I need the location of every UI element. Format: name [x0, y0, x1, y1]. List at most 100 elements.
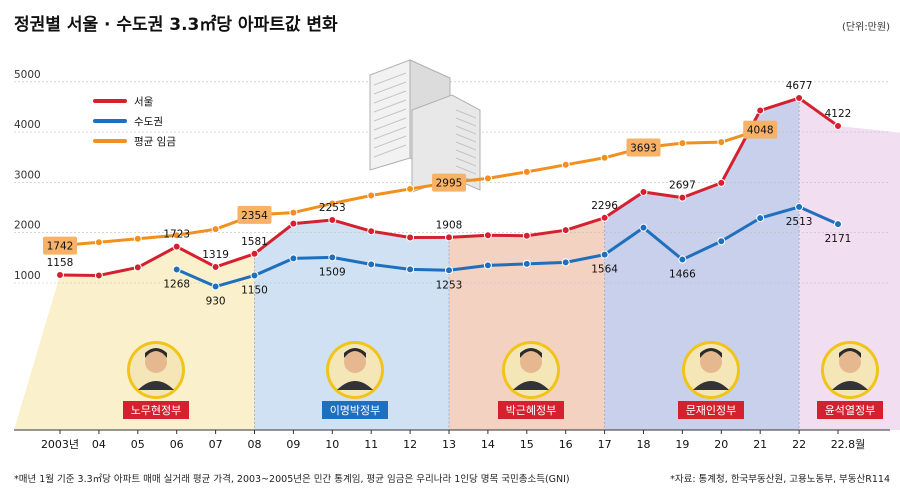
building-window-row [373, 72, 407, 86]
x-tick-label: 22 [792, 438, 806, 451]
series-point [406, 265, 415, 274]
series-point [367, 260, 376, 269]
series-point [406, 184, 415, 193]
era-band-1 [14, 246, 255, 430]
building-window-row [455, 165, 477, 175]
series-point [678, 139, 687, 148]
series-point [717, 178, 726, 187]
series-point [133, 234, 142, 243]
portrait-face [520, 351, 542, 373]
series-point [639, 187, 648, 196]
series-point [367, 191, 376, 200]
data-label: 1564 [591, 264, 618, 276]
series-point [211, 262, 220, 271]
series-point [172, 265, 181, 274]
series-point [445, 233, 453, 242]
series-point [328, 199, 337, 208]
series-point [717, 138, 726, 147]
data-labels: 1158 1723 1319 1581 2253 1908 2296 2697 4677 4122… [47, 80, 852, 307]
series-point [600, 213, 609, 222]
era-band-4 [604, 98, 800, 430]
era-badge [322, 401, 388, 419]
series-point [678, 193, 687, 202]
x-tick-label: 20 [714, 438, 728, 451]
wage-label-box [743, 120, 778, 139]
portrait-suit [693, 381, 729, 390]
series-point [834, 121, 842, 130]
series-point [406, 233, 415, 242]
building-window-row [373, 90, 407, 104]
portrait-hair [145, 348, 167, 358]
era-badge-label: 윤석열정부 [825, 404, 876, 417]
building-window-row [373, 81, 407, 95]
x-tick-label: 09 [286, 438, 300, 451]
wage-label-box [626, 138, 661, 157]
series-point [522, 259, 531, 268]
data-label: 4048 [747, 125, 774, 137]
era-badge [123, 401, 189, 419]
data-label: 2697 [669, 180, 696, 192]
series-points: 1742 2354 2995 3693 4048 [43, 94, 842, 291]
series-point [94, 271, 103, 280]
series-point [639, 223, 648, 232]
era-band-3 [449, 217, 605, 430]
series-point [483, 231, 492, 240]
data-label: 3693 [630, 143, 657, 155]
era-band-5 [799, 98, 900, 430]
data-label: 1268 [163, 279, 190, 291]
x-tick-label: 19 [675, 438, 689, 451]
series-line-2 [176, 205, 839, 289]
chart-title: 정권별 서울 · 수도권 3.3㎡당 아파트값 변화 [14, 14, 338, 35]
era-badge-label: 박근혜정부 [506, 404, 557, 417]
portrait-suit [138, 381, 174, 390]
grid: 1000 2000 3000 4000 5000 [14, 69, 890, 284]
series-point [289, 208, 298, 217]
portrait-hair [839, 348, 861, 358]
data-label: 4122 [825, 108, 852, 120]
era-badge [678, 401, 744, 419]
series-point [367, 227, 376, 236]
building-window-row [455, 141, 477, 151]
x-tick-label: 06 [170, 438, 184, 451]
x-axis: 2003년 04 05 06 07 08 09 10 11 12 13 14 15 16 17 18 19 20 2… [14, 429, 890, 451]
x-tick-label: 05 [131, 438, 145, 451]
data-label: 2513 [786, 216, 813, 228]
x-tick-label: 18 [637, 438, 651, 451]
series-point [678, 255, 687, 264]
era-bands [14, 98, 900, 430]
series-point [211, 225, 220, 234]
x-tick-label: 13 [442, 438, 456, 451]
series-point [756, 106, 765, 115]
series-point [94, 238, 103, 247]
building-window-row [455, 109, 477, 119]
x-tick-label: 15 [520, 438, 534, 451]
series-point [483, 174, 492, 183]
series-point [250, 271, 259, 280]
footnote-right: *자료: 통계청, 한국부동산원, 고용노동부, 부동산R114 [670, 473, 890, 485]
building-window-row [373, 144, 407, 158]
x-tick-label: 10 [325, 438, 339, 451]
series-point [211, 282, 220, 291]
data-label: 1509 [319, 266, 346, 278]
data-label: 2296 [591, 200, 618, 212]
building-window-row [455, 149, 477, 159]
building-window-row [455, 117, 477, 127]
portrait-hair [520, 348, 542, 358]
portrait-face [344, 351, 366, 373]
series-point [56, 271, 64, 280]
series-point [289, 254, 298, 263]
data-label: 1742 [47, 241, 74, 253]
x-tick-label: 12 [403, 438, 417, 451]
portrait-suit [832, 381, 868, 390]
series-point [795, 202, 804, 211]
series-point [717, 237, 726, 246]
series-point [561, 226, 570, 235]
series-point [172, 242, 181, 251]
data-label: 2171 [825, 233, 852, 245]
data-label: 2354 [241, 210, 268, 222]
x-tick-label: 22.8월 [831, 438, 866, 451]
era-badge-label: 이명박정부 [330, 404, 381, 417]
series-point [328, 253, 337, 262]
portrait-face [700, 351, 722, 373]
